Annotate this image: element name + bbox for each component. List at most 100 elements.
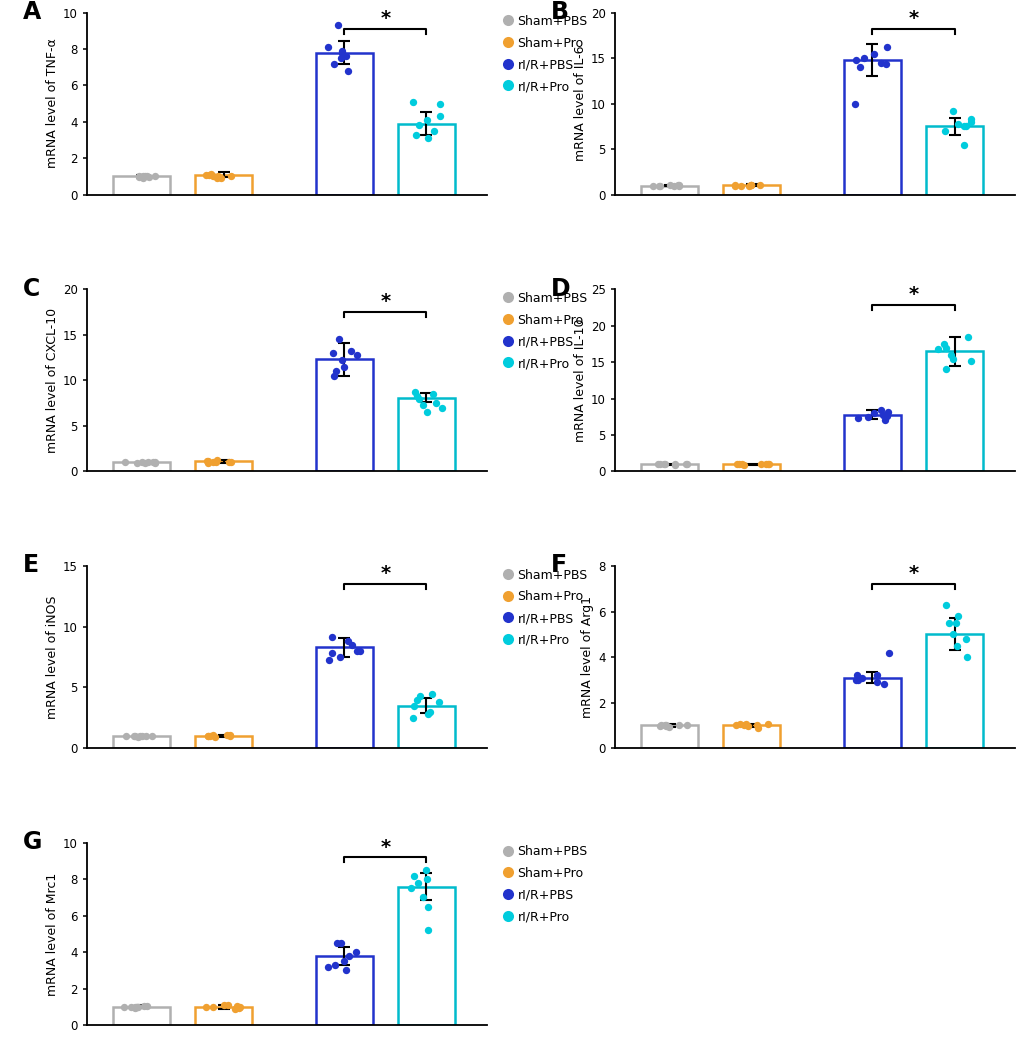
Point [405, 709, 421, 726]
Point [957, 631, 973, 648]
Point [947, 614, 963, 631]
Bar [113, 1007, 170, 1025]
Point [878, 408, 895, 424]
Text: F: F [550, 553, 567, 577]
Point [759, 456, 775, 473]
Point [872, 54, 889, 71]
Bar [641, 464, 697, 472]
Bar [113, 176, 170, 195]
Point [934, 335, 951, 352]
Point [337, 962, 354, 979]
Point [330, 331, 346, 348]
Point [666, 456, 683, 473]
Point [879, 403, 896, 420]
Y-axis label: mRNA level of TNF-α: mRNA level of TNF-α [46, 39, 58, 169]
Bar [113, 736, 170, 748]
Point [751, 176, 767, 193]
Point [126, 727, 143, 744]
Point [948, 637, 964, 654]
Bar [843, 60, 900, 195]
Point [230, 999, 247, 1016]
Point [135, 169, 151, 185]
Point [874, 407, 891, 423]
Point [340, 63, 357, 80]
Point [137, 455, 153, 472]
Point [752, 456, 768, 473]
Point [847, 672, 863, 689]
Point [757, 455, 773, 472]
Point [949, 608, 965, 625]
Bar [316, 52, 372, 195]
Bar [925, 351, 982, 472]
Point [129, 999, 146, 1016]
Point [127, 999, 144, 1016]
Point [644, 177, 660, 194]
Point [220, 997, 236, 1013]
Y-axis label: mRNA level of IL-6: mRNA level of IL-6 [573, 46, 586, 161]
Bar [397, 397, 454, 472]
Text: A: A [22, 0, 41, 24]
Bar [641, 185, 697, 195]
Point [231, 999, 248, 1016]
Point [328, 935, 344, 952]
Point [432, 108, 448, 125]
Point [411, 117, 427, 134]
Text: E: E [22, 553, 39, 577]
Point [427, 395, 443, 412]
Point [660, 718, 677, 735]
Point [320, 651, 336, 668]
Point [320, 958, 336, 975]
Point [671, 178, 687, 195]
Bar [925, 634, 982, 748]
Point [936, 362, 953, 378]
Point [727, 717, 743, 734]
Point [410, 874, 426, 891]
Point [144, 727, 160, 744]
Bar [722, 725, 780, 748]
Point [408, 126, 424, 143]
Y-axis label: mRNA level of IL-10: mRNA level of IL-10 [573, 319, 586, 442]
Text: *: * [908, 565, 918, 584]
Point [117, 728, 133, 745]
Point [147, 454, 163, 471]
Bar [316, 359, 372, 472]
Point [411, 390, 427, 407]
Point [950, 115, 966, 132]
Point [116, 998, 132, 1014]
Text: *: * [380, 292, 390, 311]
Point [412, 687, 428, 704]
Point [424, 685, 440, 702]
Point [131, 169, 148, 185]
Point [348, 347, 365, 364]
Point [135, 168, 151, 184]
Point [326, 368, 342, 385]
Point [859, 409, 875, 425]
Point [133, 454, 150, 471]
Point [205, 726, 221, 743]
Point [221, 728, 237, 745]
Point [669, 177, 686, 194]
Point [332, 935, 348, 952]
Point [944, 103, 960, 119]
Point [221, 727, 237, 744]
Point [205, 454, 221, 471]
Point [139, 168, 155, 184]
Point [340, 947, 357, 964]
Bar [722, 464, 780, 472]
Point [333, 44, 350, 61]
Point [407, 384, 423, 400]
Point [749, 719, 765, 736]
Point [961, 352, 977, 369]
Bar [316, 956, 372, 1025]
Point [871, 401, 888, 418]
Point [419, 871, 435, 888]
Point [136, 998, 152, 1014]
Point [326, 957, 342, 974]
Bar [641, 725, 697, 748]
Point [199, 453, 215, 470]
Point [215, 997, 231, 1013]
Point [864, 45, 880, 62]
Point [660, 177, 677, 194]
Point [739, 718, 755, 735]
Point [962, 111, 978, 128]
